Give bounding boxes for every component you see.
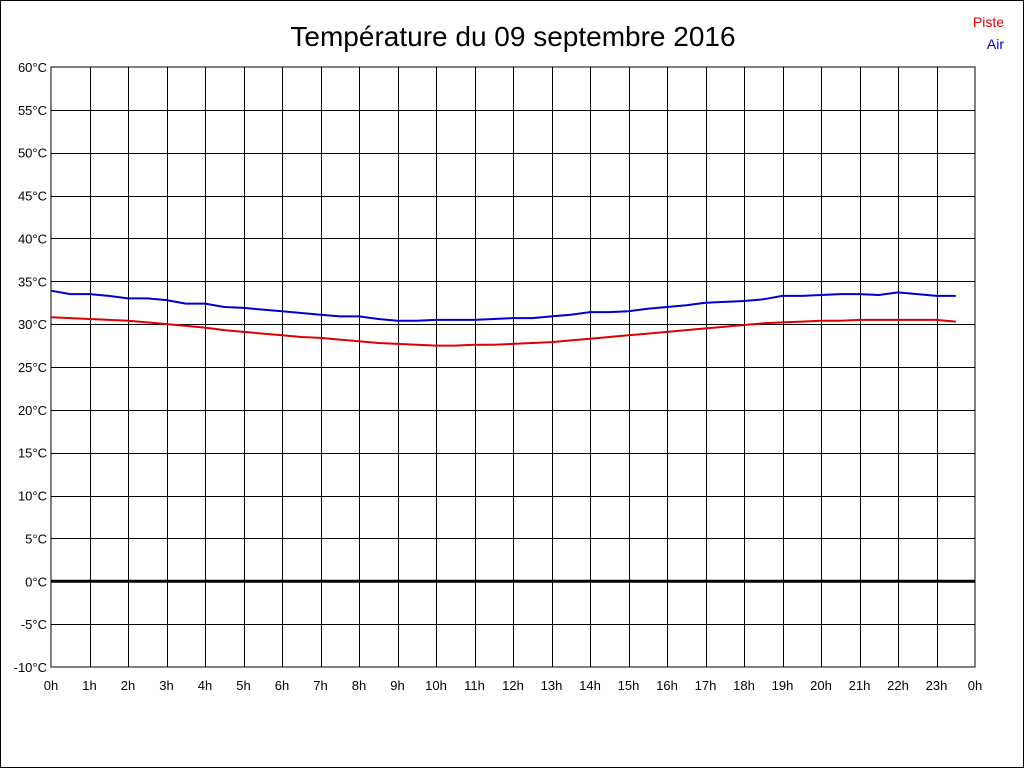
x-tick-label: 1h [82, 678, 96, 693]
grid-lines [50, 66, 976, 668]
x-tick-label: 16h [656, 678, 678, 693]
y-tick-label: 45°C [18, 189, 47, 204]
data-series [50, 289, 956, 347]
y-tick-label: 20°C [18, 403, 47, 418]
x-tick-label: 10h [425, 678, 447, 693]
x-tick-label: 8h [352, 678, 366, 693]
legend-entry-air: Air [987, 36, 1004, 52]
x-tick-label: 3h [159, 678, 173, 693]
x-tick-label: 15h [618, 678, 640, 693]
x-tick-label: 0h [968, 678, 982, 693]
y-tick-label: 55°C [18, 103, 47, 118]
series-line-air [50, 289, 956, 322]
y-tick-label: 25°C [18, 360, 47, 375]
x-tick-label: 19h [772, 678, 794, 693]
x-tick-label: 0h [44, 678, 58, 693]
x-tick-label: 18h [733, 678, 755, 693]
y-tick-label: 40°C [18, 231, 47, 246]
x-tick-label: 11h [464, 678, 485, 693]
y-tick-label: 30°C [18, 317, 47, 332]
y-tick-label: -10°C [14, 660, 47, 675]
y-tick-label: 60°C [18, 60, 47, 75]
x-tick-label: 17h [695, 678, 717, 693]
chart-title: Température du 09 septembre 2016 [290, 21, 735, 52]
x-tick-label: 6h [275, 678, 289, 693]
y-tick-label: 0°C [25, 574, 47, 589]
y-tick-label: 5°C [25, 531, 47, 546]
x-tick-label: 7h [313, 678, 327, 693]
legend: Piste Air [973, 14, 1004, 52]
x-tick-label: 5h [236, 678, 250, 693]
x-tick-label: 4h [198, 678, 212, 693]
x-tick-label: 21h [849, 678, 871, 693]
y-tick-label: 50°C [18, 146, 47, 161]
y-tick-label: 15°C [18, 446, 47, 461]
legend-entry-piste: Piste [973, 14, 1004, 30]
y-axis-tick-labels: 60°C 55°C 50°C 45°C 40°C 35°C 30°C 25°C 20°C 15°C… [14, 60, 47, 675]
x-tick-label: 9h [390, 678, 404, 693]
x-tick-label: 20h [810, 678, 832, 693]
x-tick-label: 23h [926, 678, 948, 693]
series-line-piste [50, 316, 956, 347]
x-tick-label: 22h [887, 678, 909, 693]
x-tick-label: 14h [579, 678, 601, 693]
y-tick-label: 35°C [18, 274, 47, 289]
x-tick-label: 13h [541, 678, 563, 693]
y-tick-label: 10°C [18, 489, 47, 504]
x-tick-label: 2h [121, 678, 135, 693]
y-tick-label: -5°C [21, 617, 47, 632]
x-tick-label: 12h [502, 678, 524, 693]
x-axis-tick-labels: 0h 1h 2h 3h 4h 5h 6h 7h 8h 9h 10h 11h 12h 13h 14h 15h 16… [44, 678, 982, 693]
